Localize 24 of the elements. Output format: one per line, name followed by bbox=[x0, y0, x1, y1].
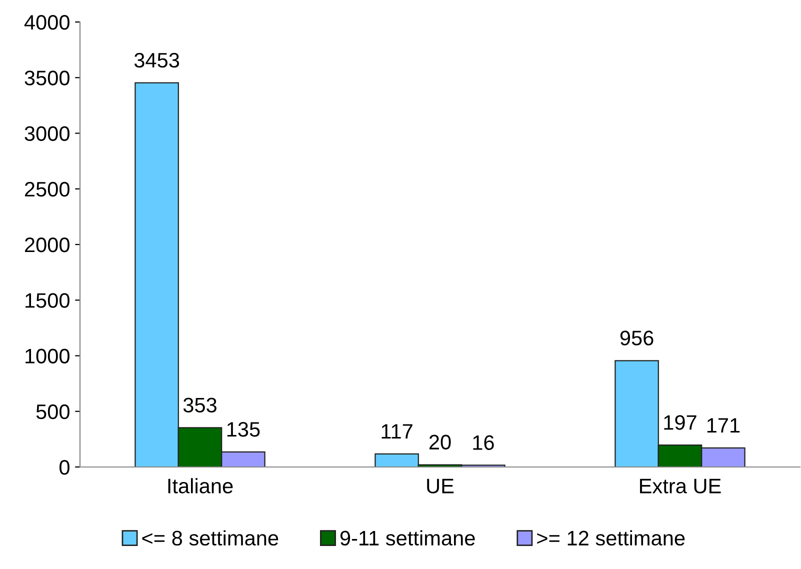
y-tick-label: 2500 bbox=[24, 182, 70, 197]
data-label: 197 bbox=[664, 415, 696, 430]
legend-label: 9-11 settimane bbox=[340, 530, 475, 546]
x-tick-label: Extra UE bbox=[640, 478, 721, 494]
data-label: 135 bbox=[227, 422, 260, 437]
y-tick-label: 500 bbox=[36, 404, 70, 420]
y-tick-label: 1000 bbox=[26, 348, 70, 364]
x-tick-label: UE bbox=[427, 478, 454, 494]
x-tick-label: Italiane bbox=[168, 478, 233, 494]
legend-label: <= 8 settimane bbox=[142, 530, 278, 546]
data-label: 16 bbox=[473, 435, 494, 450]
y-tick-label: 3000 bbox=[24, 126, 70, 142]
y-tick-label: 2000 bbox=[24, 238, 70, 252]
y-tick-label: 1500 bbox=[26, 293, 70, 308]
y-tick-label: 0 bbox=[60, 460, 70, 475]
data-label: 956 bbox=[620, 330, 654, 346]
data-label: 3453 bbox=[134, 52, 180, 68]
legend-label: >= 12 settimane bbox=[537, 530, 685, 546]
y-tick-label: 3500 bbox=[24, 70, 70, 86]
y-tick-label: 4000 bbox=[24, 15, 70, 30]
data-label: 353 bbox=[183, 398, 216, 412]
data-label: 20 bbox=[429, 434, 451, 450]
data-label: 171 bbox=[707, 418, 740, 433]
data-label: 117 bbox=[382, 424, 412, 439]
